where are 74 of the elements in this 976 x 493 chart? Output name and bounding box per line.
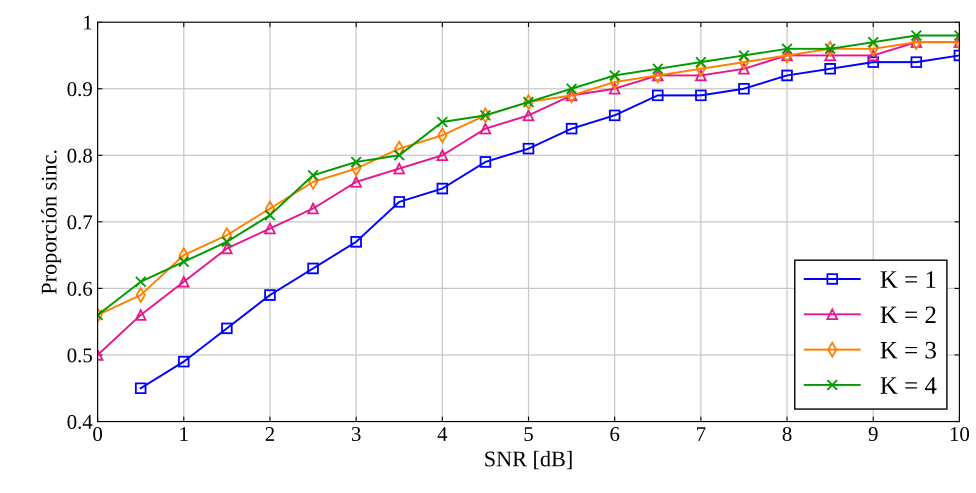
x-tick-label: 6 [610,427,620,442]
point [652,90,664,102]
legend-label: K = 2 [880,306,936,324]
point [307,262,319,274]
legend-label: K = 3 [880,342,936,359]
point [178,356,190,368]
legend-label: K = 4 [880,377,937,394]
point [695,70,707,82]
point [867,50,879,62]
point [608,110,620,122]
y-tick-label: 0.9 [67,82,92,96]
point [867,56,879,68]
x-tick-label: 2 [266,427,274,441]
y-tick-label: 0.7 [67,215,92,230]
point [738,82,750,95]
point [824,63,836,75]
point [480,156,492,168]
x-tick-label: 5 [524,427,533,442]
point [178,276,190,288]
point [307,202,319,214]
point [264,289,276,301]
point [867,36,879,48]
point [695,56,707,68]
y-tick-label: 0.6 [67,282,92,296]
x-tick-label: 4 [438,427,448,441]
point [178,256,190,268]
point [781,43,793,55]
point [695,90,707,102]
point [393,150,405,162]
y-tick-label: 1 [84,16,92,30]
point [134,382,146,394]
point [522,142,534,154]
x-axis-title: SNR [dB] [485,450,572,470]
point [608,82,620,95]
point [522,110,534,122]
point [221,322,233,334]
point [738,50,750,62]
y-axis-title: Proporción sinc. [40,150,62,294]
point [480,122,492,134]
point [910,30,922,42]
point [221,242,233,254]
y-tick-label: 0.4 [67,414,92,430]
legend-label: K = 1 [880,271,936,288]
point [566,122,578,134]
point [350,176,362,188]
x-tick-label: 9 [868,427,878,442]
point [221,236,233,248]
point [134,309,146,321]
y-tick-label: 0.8 [67,148,92,163]
point [134,276,146,288]
point [307,169,319,182]
point [824,50,836,62]
point [393,196,405,208]
x-tick-label: 0 [93,426,102,442]
point [738,63,750,75]
x-tick-label: 1 [180,427,188,441]
point [350,156,362,168]
point [436,182,448,194]
point [608,70,620,82]
point [350,236,362,248]
point [393,162,405,174]
point [264,222,276,234]
point [436,150,448,162]
point [910,56,922,68]
x-tick-label: 10 [950,426,970,442]
point [264,209,276,221]
point [781,70,793,82]
x-tick-label: 8 [782,426,792,442]
x-tick-label: 3 [352,427,361,442]
point [566,82,578,95]
x-tick-label: 7 [697,427,706,441]
point [436,116,448,128]
y-tick-label: 0.5 [67,348,92,362]
point [652,63,664,75]
